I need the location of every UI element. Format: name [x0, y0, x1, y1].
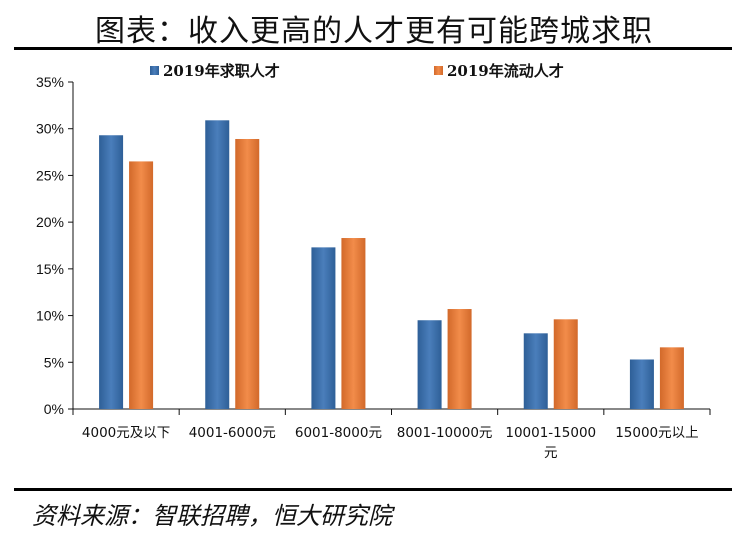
bar-series1 [417, 320, 442, 409]
x-category-label: 15000元以上 [615, 425, 698, 441]
y-tick-label: 5% [44, 354, 64, 370]
bar-series1 [523, 333, 548, 409]
source-note: 资料来源：智联招聘，恒大研究院 [32, 502, 392, 530]
bar-series1 [629, 359, 654, 409]
y-tick-label: 0% [44, 401, 64, 417]
x-category-label: 4000元及以下 [82, 425, 170, 441]
bar-series1 [205, 120, 230, 409]
legend-label-series1: 2019年求职人才 [163, 62, 280, 80]
bar-series1 [99, 135, 124, 410]
bar-series2 [129, 161, 154, 409]
y-tick-label: 15% [36, 261, 64, 277]
x-category-label: 8001-10000元 [397, 425, 493, 441]
bar-series2 [553, 319, 578, 409]
x-category-label: 6001-8000元 [295, 425, 382, 441]
legend-swatch-series1 [150, 66, 159, 75]
top-divider [14, 47, 732, 50]
bar-series2 [447, 309, 472, 409]
chart-legend: 2019年求职人才 2019年流动人才 [150, 62, 564, 80]
x-category-label: 4001-6000元 [189, 425, 276, 441]
bar-series2 [341, 238, 366, 409]
legend-swatch-series2 [434, 66, 443, 75]
legend-label-series2: 2019年流动人才 [447, 62, 564, 80]
bar-chart: 2019年求职人才 2019年流动人才 0% 5% 10% 15% 20% 25% 30% 3… [36, 62, 711, 461]
bar-series2 [235, 138, 260, 409]
x-category-label: 元 [544, 445, 558, 461]
y-tick-label: 35% [36, 74, 64, 90]
y-tick-label: 30% [36, 121, 64, 137]
bar-series1 [311, 247, 336, 409]
y-tick-label: 25% [36, 167, 64, 183]
bar-series2 [659, 347, 684, 409]
page-title: 图表：收入更高的人才更有可能跨城求职 [95, 14, 653, 49]
y-tick-label: 10% [36, 308, 64, 324]
x-category-label: 10001-15000 [505, 425, 596, 441]
y-tick-label: 20% [36, 214, 64, 230]
bottom-divider [14, 488, 732, 491]
